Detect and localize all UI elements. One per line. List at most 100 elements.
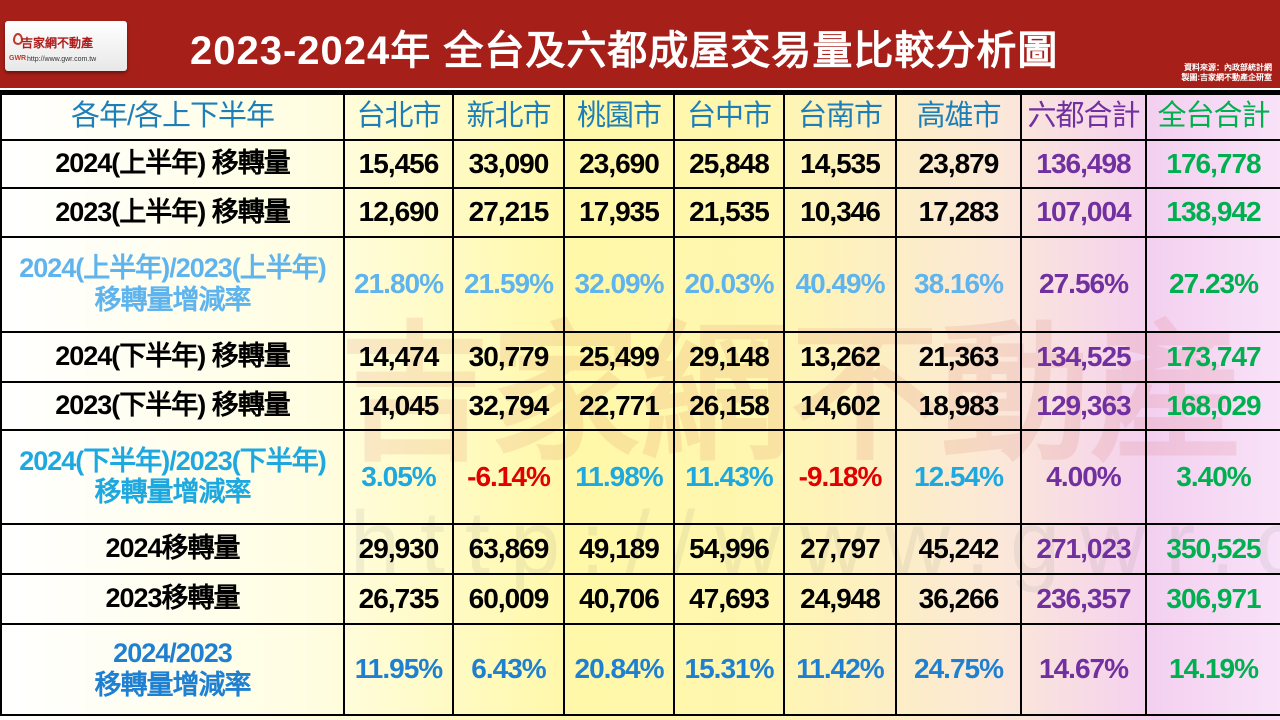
- value-cell: 129,363: [1020, 381, 1147, 431]
- value-cell: 271,023: [1020, 523, 1147, 575]
- row-label: 2024/2023 移轉量增減率: [0, 623, 345, 716]
- value-cell: 27.23%: [1145, 236, 1280, 333]
- comparison-table-area: 吉家網不動產 http://www.gwr.com.tw 各年/各上下半年台北市…: [0, 90, 1280, 720]
- value-cell: 20.84%: [563, 623, 675, 716]
- value-cell: 21.59%: [452, 236, 565, 333]
- table-row: 2024/2023 移轉量增減率 11.95% 6.43% 20.84% 15.31% 11…: [0, 623, 1280, 716]
- logo-url: http://www.gwr.com.tw: [27, 56, 97, 63]
- row-label: 2024(下半年) 移轉量: [0, 331, 345, 383]
- row-label: 2023移轉量: [0, 573, 345, 625]
- value-cell: 173,747: [1145, 331, 1280, 383]
- value-cell: 47,693: [673, 573, 785, 625]
- credit-line: 製圖:吉家網不動產企研室: [1181, 73, 1272, 82]
- value-cell: 11.42%: [783, 623, 897, 716]
- value-cell: 21,363: [895, 331, 1022, 383]
- value-cell: 45,242: [895, 523, 1022, 575]
- row-label-line: 2024/2023: [113, 638, 233, 669]
- row-label-line: 移轉量增減率: [94, 284, 252, 315]
- value-cell: 25,848: [673, 139, 785, 189]
- value-cell: 107,004: [1020, 187, 1147, 238]
- source-line: 資料來源：內政部統計網: [1184, 63, 1272, 72]
- value-cell: 27.56%: [1020, 236, 1147, 333]
- row-label-line: 2024(上半年)/2023(上半年): [19, 253, 327, 284]
- value-cell: 14,535: [783, 139, 897, 189]
- value-cell: 168,029: [1145, 381, 1280, 431]
- value-cell: 14,474: [343, 331, 454, 383]
- logo-drop-icon: [13, 33, 23, 45]
- table-row: 2024(下半年) 移轉量 14,474 30,779 25,499 29,148 13,…: [0, 331, 1280, 383]
- value-cell: 23,690: [563, 139, 675, 189]
- table-row: 2023(上半年) 移轉量 12,690 27,215 17,935 21,535 10,…: [0, 187, 1280, 238]
- value-cell: -6.14%: [452, 429, 565, 525]
- table-row: 2024(上半年)/2023(上半年) 移轉量增減率 21.80% 21.59% 32.…: [0, 236, 1280, 333]
- value-cell: 17,283: [895, 187, 1022, 238]
- logo-name: 吉家網不動產: [21, 36, 94, 50]
- value-cell: 33,090: [452, 139, 565, 189]
- row-label-line: 移轉量增減率: [94, 669, 252, 700]
- value-cell: 26,158: [673, 381, 785, 431]
- row-label-line: 2024(上半年) 移轉量: [55, 148, 291, 179]
- value-cell: 14,602: [783, 381, 897, 431]
- row-label: 2024(下半年)/2023(下半年) 移轉量增減率: [0, 429, 345, 525]
- value-cell: 60,009: [452, 573, 565, 625]
- value-cell: 36,266: [895, 573, 1022, 625]
- value-cell: 6.43%: [452, 623, 565, 716]
- value-cell: 30,779: [452, 331, 565, 383]
- value-cell: 176,778: [1145, 139, 1280, 189]
- row-label: 2024(上半年) 移轉量: [0, 139, 345, 189]
- value-cell: 4.00%: [1020, 429, 1147, 525]
- table-row: 2023(下半年) 移轉量 14,045 32,794 22,771 26,158 14,…: [0, 381, 1280, 431]
- logo-abbr: GWR: [9, 55, 27, 62]
- value-cell: 32,794: [452, 381, 565, 431]
- value-cell: 10,346: [783, 187, 897, 238]
- gwr-logo: 吉家網不動產 GWR http://www.gwr.com.tw: [5, 21, 127, 71]
- table-row: 2024(上半年) 移轉量 15,456 33,090 23,690 25,848 14,…: [0, 139, 1280, 189]
- row-label-line: 2024(下半年)/2023(下半年): [19, 445, 327, 476]
- row-label: 2024(上半年)/2023(上半年) 移轉量增減率: [0, 236, 345, 333]
- value-cell: 306,971: [1145, 573, 1280, 625]
- value-cell: 24.75%: [895, 623, 1022, 716]
- value-cell: 18,983: [895, 381, 1022, 431]
- row-label: 2023(上半年) 移轉量: [0, 187, 345, 238]
- row-label-line: 移轉量增減率: [94, 477, 252, 507]
- header-row: 各年/各上下半年 台北市 新北市 桃園市 台中市 台南市 高雄市 六都合計 全台合計: [0, 93, 1280, 141]
- value-cell: 63,869: [452, 523, 565, 575]
- comparison-table: 各年/各上下半年 台北市 新北市 桃園市 台中市 台南市 高雄市 六都合計 全台合計 2024(上…: [0, 93, 1280, 716]
- row-label-line: 2023(下半年) 移轉量: [55, 390, 291, 421]
- value-cell: 236,357: [1020, 573, 1147, 625]
- value-cell: 14.67%: [1020, 623, 1147, 716]
- table-row: 2024移轉量 29,930 63,869 49,189 54,996 27,797 45,…: [0, 523, 1280, 575]
- value-cell: 350,525: [1145, 523, 1280, 575]
- column-header: 台南市: [783, 93, 897, 141]
- value-cell: 22,771: [563, 381, 675, 431]
- title-banner: 吉家網不動產 GWR http://www.gwr.com.tw 2023-20…: [0, 0, 1280, 88]
- value-cell: 17,935: [563, 187, 675, 238]
- value-cell: 11.95%: [343, 623, 454, 716]
- row-label: 2024移轉量: [0, 523, 345, 575]
- value-cell: 136,498: [1020, 139, 1147, 189]
- value-cell: 15.31%: [673, 623, 785, 716]
- value-cell: 26,735: [343, 573, 454, 625]
- value-cell: 14.19%: [1145, 623, 1280, 716]
- value-cell: 29,148: [673, 331, 785, 383]
- column-header: 台中市: [673, 93, 785, 141]
- value-cell: 32.09%: [563, 236, 675, 333]
- value-cell: 11.43%: [673, 429, 785, 525]
- table-row: 2023移轉量 26,735 60,009 40,706 47,693 24,948 36,…: [0, 573, 1280, 625]
- column-header: 各年/各上下半年: [0, 93, 345, 141]
- value-cell: 134,525: [1020, 331, 1147, 383]
- value-cell: 21.80%: [343, 236, 454, 333]
- value-cell: 40,706: [563, 573, 675, 625]
- value-cell: 138,942: [1145, 187, 1280, 238]
- value-cell: 3.05%: [343, 429, 454, 525]
- value-cell: 27,215: [452, 187, 565, 238]
- source-note: 資料來源：內政部統計網 製圖:吉家網不動產企研室: [1181, 63, 1272, 83]
- row-label-line: 2024(下半年) 移轉量: [55, 341, 291, 372]
- column-header: 新北市: [452, 93, 565, 141]
- row-label-line: 2023(上半年) 移轉量: [55, 196, 291, 227]
- value-cell: 20.03%: [673, 236, 785, 333]
- table-row: 2024(下半年)/2023(下半年) 移轉量增減率 3.05% -6.14% 11.9…: [0, 429, 1280, 525]
- page-title: 2023-2024年 全台及六都成屋交易量比較分析圖: [190, 29, 1059, 73]
- value-cell: 15,456: [343, 139, 454, 189]
- value-cell: 23,879: [895, 139, 1022, 189]
